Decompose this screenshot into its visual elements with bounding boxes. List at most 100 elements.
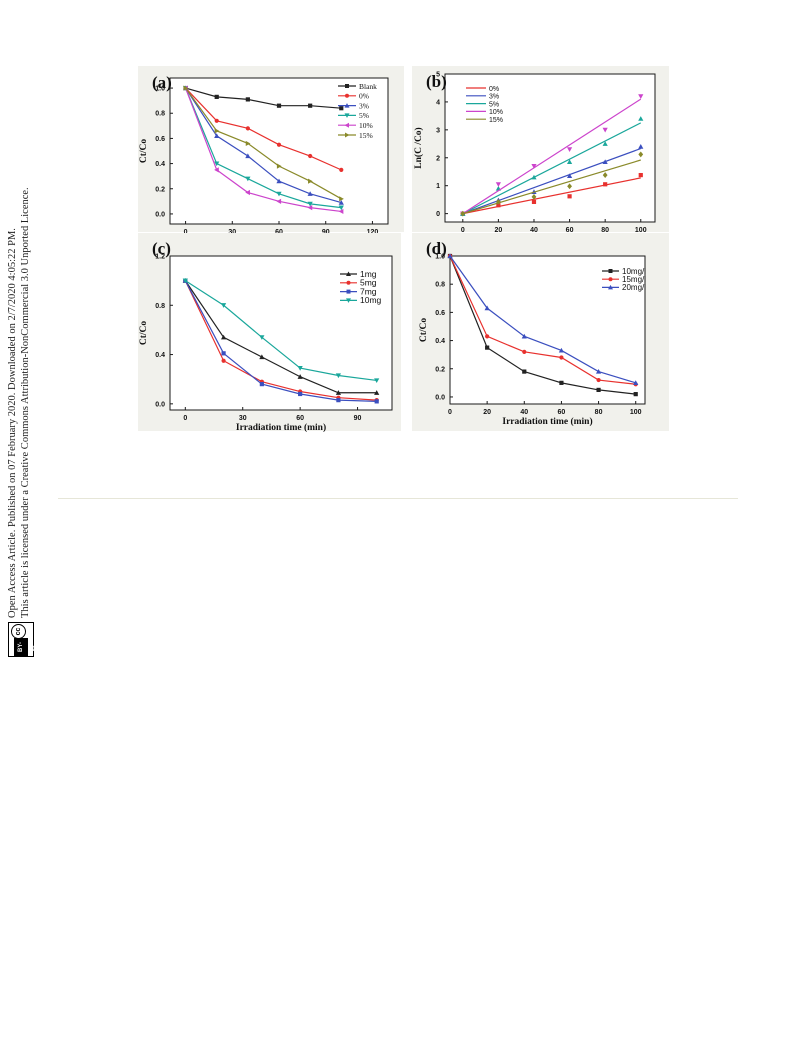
- y-tick-label: 3: [436, 127, 440, 134]
- data-point: [245, 153, 251, 159]
- legend-label: 10%: [489, 109, 503, 116]
- data-point: [595, 368, 602, 374]
- series-line: [184, 280, 377, 394]
- y-tick-label: 0.4: [435, 338, 445, 345]
- data-point: [259, 335, 265, 340]
- legend-label: 0%: [489, 86, 499, 93]
- y-tick-label: 0.6: [155, 136, 165, 143]
- chart-panel-2: (b)020406080100012345Irradiation time (m…: [412, 66, 669, 245]
- y-tick-label: 0.0: [435, 394, 445, 401]
- data-point: [522, 349, 527, 354]
- legend-label: 10mg/l: [622, 267, 646, 276]
- y-tick-label: 1: [436, 183, 440, 190]
- legend-marker: [346, 280, 351, 285]
- y-tick-label: 0.2: [155, 186, 165, 193]
- series-15%: [460, 151, 644, 217]
- data-point: [602, 127, 608, 133]
- x-tick-label: 0: [184, 229, 188, 236]
- x-axis-title: Irradiation time (min): [236, 422, 326, 433]
- data-point: [214, 161, 220, 167]
- data-point: [566, 159, 573, 165]
- data-point: [602, 172, 608, 178]
- data-point: [298, 391, 303, 397]
- data-point: [308, 103, 313, 108]
- data-point: [559, 355, 564, 360]
- x-tick-label: 20: [494, 227, 502, 234]
- x-tick-label: 120: [367, 229, 379, 236]
- legend-marker: [608, 284, 613, 290]
- x-tick-label: 90: [322, 229, 330, 236]
- legend-label: 1mg: [360, 269, 377, 279]
- panel-label: (c): [152, 239, 171, 258]
- y-tick-label: 0.8: [155, 303, 165, 310]
- cc-icon: cc: [11, 624, 26, 639]
- data-point: [374, 390, 380, 395]
- data-point: [495, 198, 501, 205]
- data-point: [638, 172, 643, 178]
- y-tick-label: 0.2: [435, 366, 445, 373]
- chart-panel-4: (d) 0 20 40 60 80 100 0.0 0.2 0.4 0.6 0.8 1.0 Irradia…: [412, 233, 669, 431]
- data-point: [522, 369, 527, 374]
- data-point: [485, 345, 490, 350]
- y-tick-label: 0.0: [155, 401, 165, 408]
- legend-label: 10%: [359, 121, 373, 130]
- panel-label: (a): [152, 73, 172, 92]
- series-15%: [183, 85, 344, 202]
- y-axis-title: Ct/Co: [139, 139, 149, 164]
- data-point: [558, 347, 565, 353]
- y-tick-label: 2: [436, 155, 440, 162]
- legend-marker: [344, 122, 349, 128]
- data-point: [297, 374, 303, 379]
- data-point: [460, 210, 466, 217]
- data-point: [638, 116, 644, 121]
- data-point: [338, 200, 344, 205]
- data-point: [276, 142, 282, 147]
- data-point: [220, 303, 227, 308]
- y-tick-label: 1.2: [155, 254, 165, 261]
- data-point: [245, 97, 250, 102]
- legend-marker: [345, 93, 349, 98]
- legend-label: 7mg: [360, 286, 377, 296]
- data-point: [339, 106, 344, 111]
- legend-marker: [345, 132, 350, 138]
- data-point: [531, 193, 537, 200]
- data-point: [447, 253, 453, 259]
- plot-frame: [449, 255, 646, 405]
- y-tick-label: 0: [436, 211, 440, 218]
- data-point: [276, 191, 282, 197]
- x-tick-label: 40: [520, 409, 528, 416]
- legend-label: Blank: [359, 82, 377, 91]
- data-point: [339, 196, 344, 202]
- plot-frame: [444, 73, 656, 223]
- cc-license-badge[interactable]: cc BY-NC: [8, 622, 38, 657]
- x-tick-label: 0: [448, 409, 452, 416]
- series-line: [184, 280, 377, 382]
- data-point: [214, 133, 220, 138]
- data-point: [566, 147, 573, 152]
- legend-marker: [346, 289, 351, 294]
- x-tick-label: 80: [595, 409, 603, 416]
- data-point: [338, 208, 344, 215]
- data-point: [220, 334, 227, 340]
- data-point: [214, 167, 219, 173]
- data-point: [485, 334, 490, 339]
- x-tick-label: 0: [183, 415, 187, 422]
- fit-line: [462, 159, 641, 215]
- section-divider: [58, 498, 738, 499]
- legend-label: 15mg/l: [622, 275, 646, 284]
- x-tick-label: 20: [483, 409, 491, 416]
- panel-label: (b): [426, 72, 447, 91]
- data-point: [531, 199, 537, 204]
- plot-frame: [169, 255, 393, 411]
- data-point: [214, 128, 220, 134]
- legend-marker: [344, 103, 350, 108]
- y-axis-title: Ct/Co: [139, 321, 149, 346]
- data-point: [297, 366, 303, 371]
- data-point: [567, 194, 572, 199]
- legend-label: 15%: [359, 131, 373, 140]
- x-tick-label: 30: [239, 415, 247, 422]
- series-15mg/l: [447, 253, 638, 387]
- data-point: [276, 103, 282, 108]
